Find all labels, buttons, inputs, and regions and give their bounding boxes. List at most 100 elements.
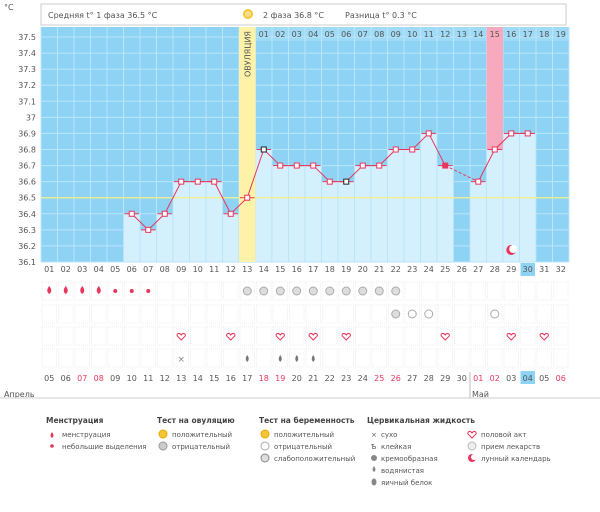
calendar-date: 14: [193, 374, 203, 383]
symbol-cell: [107, 326, 123, 346]
temperature-point: [425, 130, 432, 137]
legend-cervical-fluid: Цервикальная жидкость × сухо Ѣ клейкая к…: [367, 416, 475, 487]
symbol-cell: [404, 348, 420, 368]
calendar-date: 11: [143, 374, 153, 383]
cycle-day-label: 21: [374, 265, 384, 274]
symbol-cell: [223, 326, 239, 346]
legend-title: Менструация: [46, 416, 104, 425]
y-tick-label: 37: [26, 113, 36, 122]
symbol-cell: [41, 281, 57, 301]
moon-icon-cut: [471, 454, 477, 460]
temperature-point: [359, 162, 366, 169]
legend-item: небольшие выделения: [62, 443, 147, 451]
cycle-day-label: 23: [407, 265, 417, 274]
symbol-cell: [322, 304, 338, 324]
symbol-cell: [470, 348, 486, 368]
legend-title: Тест на овуляцию: [157, 416, 235, 425]
calendar-date: 25: [374, 374, 384, 383]
symbol-cell: [487, 348, 503, 368]
cycle-day-label: 30: [523, 265, 533, 274]
calendar-date: 12: [160, 374, 170, 383]
symbol-cell: [421, 326, 437, 346]
symbol-cell: [454, 281, 470, 301]
cycle-day-label: 07: [143, 265, 153, 274]
calendar-date: 23: [341, 374, 351, 383]
cycle-day-label: 32: [556, 265, 566, 274]
symbol-cell: [470, 304, 486, 324]
mucus-icon: [311, 355, 315, 362]
symbol-cell: [58, 281, 74, 301]
temperature-segment: [246, 149, 265, 198]
symbol-cell: [536, 326, 552, 346]
symbol-cell: [454, 304, 470, 324]
cycle-day-label: 02: [61, 265, 71, 274]
top-day-label: 19: [556, 30, 566, 39]
calendar-date: 06: [556, 374, 566, 383]
calendar-date: 18: [259, 374, 269, 383]
calendar-date: 21: [308, 374, 318, 383]
top-day-label: 11: [424, 30, 434, 39]
intercourse-icon: [176, 332, 186, 341]
symbol-cell: [256, 281, 272, 301]
temperature-point: [145, 226, 152, 233]
sticky-icon: Ѣ: [371, 443, 376, 451]
cycle-day-label: 24: [424, 265, 434, 274]
legend-ovulation-test: Тест на овуляцию положительный отрицател…: [157, 416, 235, 451]
axes: 37.5 37.4 37.3 37.2 37.1 37 36.9 36.8 36.7 36.6 36…: [18, 33, 566, 276]
medicine-icon: [467, 441, 477, 451]
dry-icon: ×: [177, 355, 185, 365]
calendar-date: 13: [176, 374, 186, 383]
spotting-icon: [129, 289, 134, 293]
symbol-cell: [206, 348, 222, 368]
symbol-cell: [206, 304, 222, 324]
y-tick-label: 37.5: [18, 33, 36, 42]
symbol-cell: [553, 281, 569, 301]
temperature-point: [376, 162, 383, 169]
symbol-cell: [503, 348, 519, 368]
y-unit-label: °C: [4, 3, 14, 12]
symbol-cell: [74, 281, 90, 301]
symbol-cell: [190, 326, 206, 346]
temperature-point: [277, 162, 284, 169]
temperature-bar: [486, 149, 504, 263]
calendar-date: 29: [440, 374, 450, 383]
calendar-date: 02: [490, 374, 500, 383]
temperature-segment: [213, 181, 232, 215]
symbol-cell: [520, 348, 536, 368]
menstruation-icon: [63, 286, 68, 294]
phase2-average: 2 фаза 36.8 °C: [263, 11, 324, 20]
temperature-point: [161, 210, 168, 217]
temperature-bar: [436, 165, 454, 263]
symbol-cell: [520, 304, 536, 324]
symbol-cell: [239, 348, 255, 368]
symbol-cell: [91, 326, 107, 346]
legend-item: отрицательный: [274, 443, 332, 451]
symbol-cell: [437, 304, 453, 324]
temperature-bar: [304, 165, 322, 263]
intercourse-icon: [226, 332, 236, 341]
cycle-day-label: 10: [193, 265, 203, 274]
temperature-bar: [156, 213, 174, 263]
month-label: Май: [472, 390, 489, 399]
symbol-cell: [322, 348, 338, 368]
y-tick-label: 37.4: [18, 49, 36, 58]
symbol-cell: [454, 326, 470, 346]
symbol-cell: [536, 348, 552, 368]
y-tick-label: 36.1: [18, 258, 36, 267]
moon-icon-cut: [509, 245, 518, 253]
legend-other: половой акт прием лекарств лунный календ…: [467, 430, 551, 463]
symbol-cell: [140, 281, 156, 301]
symbol-cell: [289, 326, 305, 346]
pregnancy-positive-icon: [260, 429, 270, 439]
calendar-date: 28: [424, 374, 434, 383]
watery-icon: [372, 466, 376, 472]
temperature-segment: [477, 149, 496, 182]
temperature-bar: [387, 149, 405, 263]
symbol-cell: [124, 348, 140, 368]
cycle-day-highlight: [520, 263, 535, 276]
symbol-cell: [305, 326, 321, 346]
y-tick-label: 36.6: [18, 178, 36, 187]
top-day-label: 08: [374, 30, 384, 39]
legend-item: прием лекарств: [481, 443, 540, 451]
